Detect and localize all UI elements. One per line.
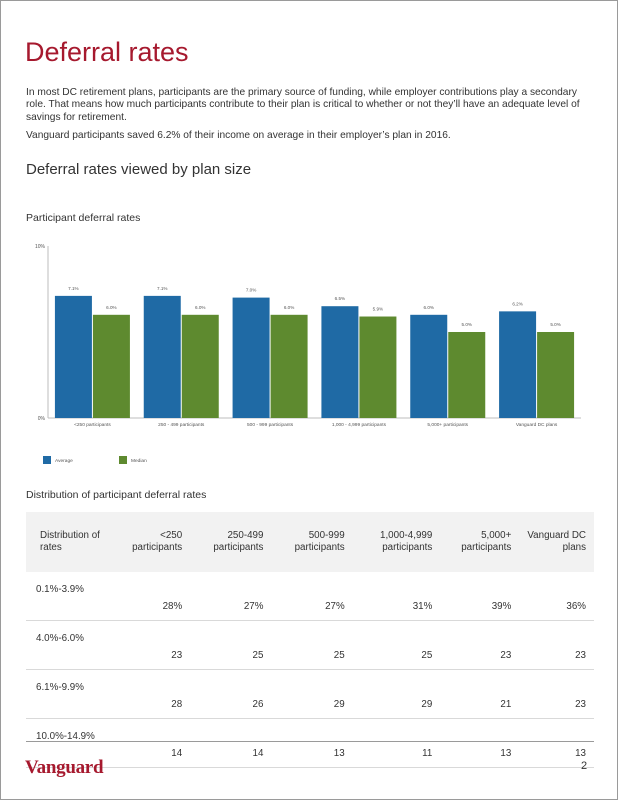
legend-median-swatch [119, 456, 127, 464]
stat-paragraph: Vanguard participants saved 6.2% of thei… [26, 130, 451, 141]
bar-data-label: 6.0% [424, 305, 434, 310]
x-tick-label: Vanguard DC plans [516, 422, 558, 428]
chart-heading: Participant deferral rates [26, 212, 141, 224]
value-cell: 23 [114, 620, 191, 670]
bar-data-label: 6.0% [106, 305, 116, 310]
deferral-rate-bar-chart: 10% 0% 7.1% 6.0% <250 participants 7.1% 6.0% 25… [35, 244, 581, 464]
value-cell: 29 [271, 669, 353, 719]
vanguard-logo: Vanguard [25, 757, 104, 778]
intro-paragraph: In most DC retirement plans, participant… [26, 87, 580, 123]
value-cell: 21 [440, 669, 520, 719]
value-cell: 25 [190, 620, 272, 670]
y-tick-label: 10% [35, 244, 46, 250]
value-cell: 23 [519, 669, 594, 719]
table-row: 10.0%-14.9% 14 14 13 11 13 13 [26, 718, 594, 768]
bar-data-label: 7.1% [157, 286, 167, 291]
section-title: Deferral rates viewed by plan size [26, 161, 252, 178]
median-bar [537, 332, 575, 418]
column-header: 1,000-4,999 participants [352, 512, 441, 572]
y-tick-label: 0% [38, 416, 46, 422]
median-bar [92, 314, 130, 418]
average-bar [499, 311, 537, 418]
value-cell: 27% [271, 572, 353, 621]
bar-data-label: 6.2% [512, 301, 522, 306]
table-row: 0.1%-3.9% 28% 27% 27% 31% 39% 36% [26, 572, 594, 621]
median-bar [448, 332, 486, 418]
x-tick-label: 5,000+ participants [427, 422, 468, 428]
average-bar [232, 297, 270, 418]
bar-data-label: 7.0% [246, 288, 256, 293]
bar-data-label: 5.9% [373, 307, 383, 312]
page-title: Deferral rates [25, 37, 189, 67]
row-label-cell: 6.1%-9.9% [26, 669, 115, 719]
row-label-cell: 0.1%-3.9% [26, 572, 115, 621]
value-cell: 11 [352, 718, 441, 768]
bar-data-label: 5.0% [462, 322, 472, 327]
value-cell: 36% [519, 572, 594, 621]
page-number: 2 [581, 760, 588, 772]
column-header: Distribution of rates [26, 512, 115, 572]
median-bar [359, 316, 397, 418]
footer-divider [26, 741, 594, 742]
average-bar [321, 306, 359, 418]
value-cell: 31% [352, 572, 441, 621]
median-bar [181, 314, 219, 418]
row-label-cell: 4.0%-6.0% [26, 620, 115, 670]
value-cell: 23 [519, 620, 594, 670]
value-cell: 25 [352, 620, 441, 670]
value-cell: 13 [440, 718, 520, 768]
legend-label: Average [55, 458, 73, 464]
distribution-table: Distribution of rates <250 participants 25… [26, 512, 594, 768]
x-tick-label: 1,000 - 4,999 participants [332, 422, 387, 428]
value-cell: 23 [440, 620, 520, 670]
value-cell: 39% [440, 572, 520, 621]
bar-data-label: 6.5% [335, 296, 345, 301]
value-cell: 26 [190, 669, 272, 719]
x-tick-label: 500 - 999 participants [247, 422, 294, 428]
bar-data-label: 6.0% [195, 305, 205, 310]
value-cell: 14 [190, 718, 272, 768]
value-cell: 28% [114, 572, 191, 621]
table-row: 4.0%-6.0% 23 25 25 25 23 23 [26, 620, 594, 670]
column-header: 500-999 participants [271, 512, 353, 572]
table-heading: Distribution of participant deferral rat… [26, 489, 207, 501]
value-cell: 29 [352, 669, 441, 719]
column-header: <250 participants [114, 512, 191, 572]
median-bar [270, 314, 308, 418]
average-bar [143, 295, 181, 418]
average-bar [54, 295, 92, 418]
x-tick-label: <250 participants [74, 422, 111, 428]
column-header: 250-499 participants [190, 512, 272, 572]
table-body: 0.1%-3.9% 28% 27% 27% 31% 39% 36% 4.0%-6.0% 23 25… [26, 572, 594, 768]
column-header: 5,000+ participants [440, 512, 520, 572]
legend-average-swatch [43, 456, 51, 464]
value-cell: 25 [271, 620, 353, 670]
value-cell: 14 [114, 718, 191, 768]
row-label-cell: 10.0%-14.9% [26, 718, 115, 768]
table-header-row: Distribution of rates <250 participants 25… [26, 512, 594, 572]
bar-data-label: 5.0% [550, 322, 560, 327]
bar-data-label: 7.1% [68, 286, 78, 291]
value-cell: 27% [190, 572, 272, 621]
bar-data-label: 6.0% [284, 305, 294, 310]
value-cell: 13 [271, 718, 353, 768]
value-cell: 28 [114, 669, 191, 719]
table-row: 6.1%-9.9% 28 26 29 29 21 23 [26, 669, 594, 719]
average-bar [410, 314, 448, 418]
column-header: Vanguard DC plans [519, 512, 594, 572]
value-cell: 13 [519, 718, 594, 768]
legend-label: Median [131, 458, 147, 464]
x-tick-label: 250 - 499 participants [158, 422, 205, 428]
